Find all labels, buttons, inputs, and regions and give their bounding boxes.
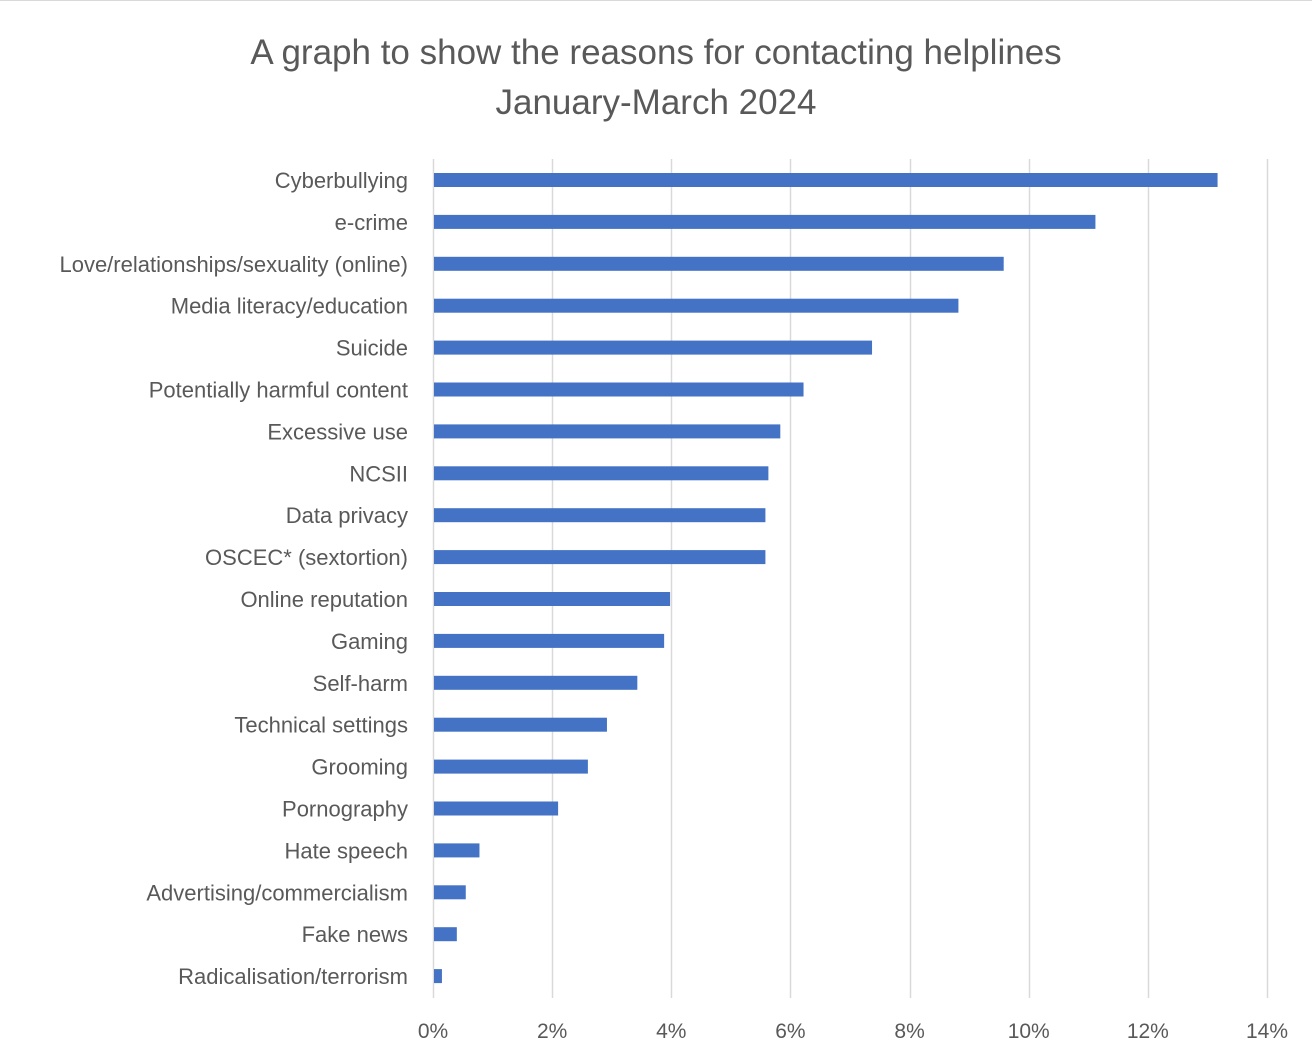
category-label: Suicide bbox=[336, 336, 408, 361]
category-label: e-crime bbox=[335, 210, 408, 235]
category-label: Pornography bbox=[282, 797, 408, 822]
chart-title-line1: A graph to show the reasons for contacti… bbox=[250, 33, 1062, 72]
bar bbox=[434, 256, 1004, 271]
category-labels: Cyberbullying e-crime Love/relationships/s… bbox=[59, 168, 408, 989]
chart-title: A graph to show the reasons for contacti… bbox=[0, 28, 1312, 128]
category-label: Technical settings bbox=[234, 713, 408, 738]
bar bbox=[434, 885, 466, 900]
x-axis-tick-labels: 0% 2% 4% 6% 8% 10% 12% 14% bbox=[418, 1020, 1288, 1043]
bar bbox=[434, 843, 480, 858]
category-label: Grooming bbox=[311, 755, 408, 780]
chart-subtitle: January-March 2024 bbox=[495, 83, 817, 122]
category-label: Love/relationships/sexuality (online) bbox=[59, 252, 408, 277]
category-label: Online reputation bbox=[240, 587, 408, 612]
bar bbox=[434, 382, 804, 397]
gridlines bbox=[432, 159, 1269, 998]
category-label: Data privacy bbox=[286, 503, 408, 528]
category-label: Fake news bbox=[302, 922, 408, 947]
category-label: Media literacy/education bbox=[171, 294, 408, 319]
bar bbox=[434, 633, 665, 648]
bar bbox=[434, 592, 671, 606]
category-label: Cyberbullying bbox=[275, 168, 408, 193]
top-border bbox=[0, 0, 1312, 1]
bars bbox=[434, 173, 1218, 984]
bar bbox=[434, 298, 959, 313]
x-tick-label: 4% bbox=[656, 1020, 686, 1043]
category-label: Potentially harmful content bbox=[149, 378, 408, 403]
bar bbox=[434, 969, 442, 984]
x-tick-label: 10% bbox=[1008, 1020, 1050, 1043]
x-tick-label: 8% bbox=[894, 1020, 924, 1043]
bar bbox=[434, 466, 769, 481]
bar bbox=[434, 424, 781, 439]
bar bbox=[434, 214, 1096, 229]
bar bbox=[434, 173, 1218, 187]
x-tick-label: 0% bbox=[418, 1020, 448, 1043]
category-label: Gaming bbox=[331, 629, 408, 654]
bar bbox=[434, 801, 559, 816]
bar bbox=[434, 508, 766, 523]
bar bbox=[434, 759, 588, 774]
category-label: Radicalisation/terrorism bbox=[178, 964, 408, 989]
category-label: Advertising/commercialism bbox=[146, 880, 408, 905]
bar bbox=[434, 675, 638, 690]
bar bbox=[434, 340, 873, 355]
category-label: NCSII bbox=[349, 461, 408, 486]
x-tick-label: 6% bbox=[775, 1020, 805, 1043]
category-label: Self-harm bbox=[313, 671, 408, 696]
x-tick-label: 12% bbox=[1127, 1020, 1169, 1043]
x-tick-label: 14% bbox=[1246, 1020, 1288, 1043]
category-label: Excessive use bbox=[267, 419, 408, 444]
bar bbox=[434, 717, 607, 732]
x-tick-label: 2% bbox=[537, 1020, 567, 1043]
bar bbox=[434, 927, 457, 942]
category-label: OSCEC* (sextortion) bbox=[205, 545, 408, 570]
category-label: Hate speech bbox=[284, 838, 408, 863]
bar bbox=[434, 550, 766, 565]
